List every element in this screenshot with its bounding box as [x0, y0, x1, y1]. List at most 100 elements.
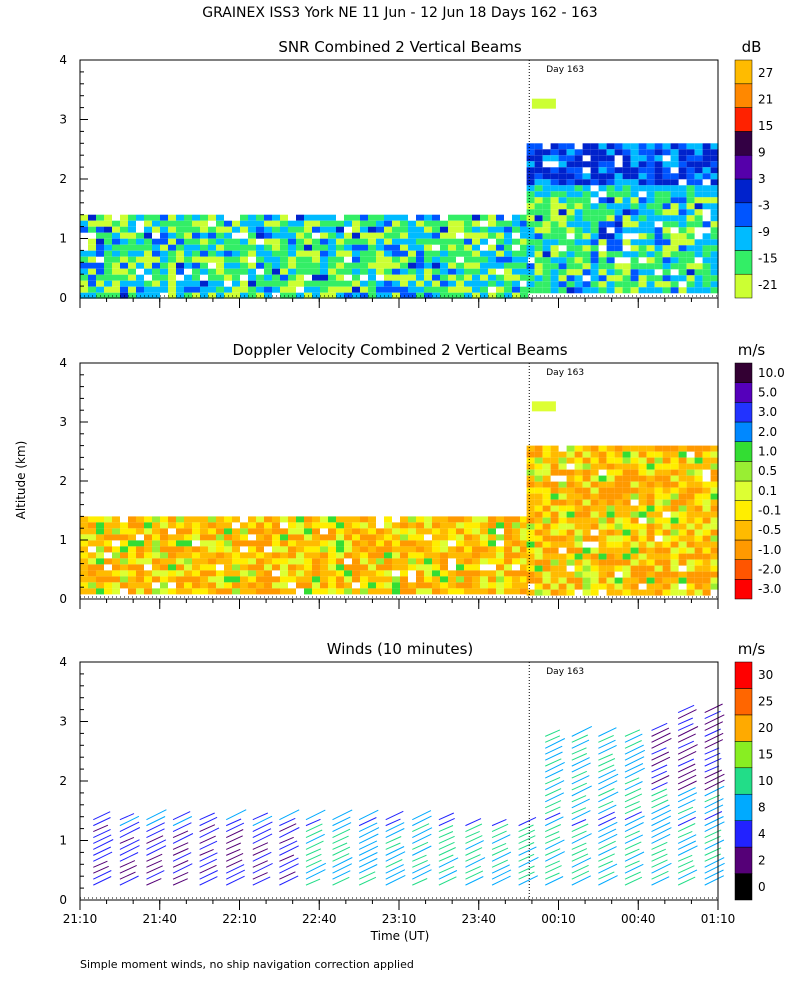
wind-barb — [305, 809, 326, 821]
wind-barb — [465, 830, 480, 838]
wind-barb — [545, 824, 562, 833]
wind-barb — [571, 875, 592, 886]
wind-barb — [518, 816, 537, 827]
wind-barb — [252, 860, 268, 868]
wind-barb — [119, 836, 135, 844]
wind-barb — [677, 792, 698, 803]
wind-barb — [332, 863, 353, 874]
colorbar-swatch — [734, 741, 753, 769]
wind-barb — [305, 859, 322, 868]
wind-barb — [412, 833, 432, 844]
colorbar-tick-label: -0.5 — [758, 523, 781, 537]
wind-barb — [491, 851, 512, 862]
wind-barb — [677, 750, 697, 761]
wind-barb — [146, 809, 167, 821]
wind-barb — [172, 833, 194, 844]
wind-barb — [518, 835, 536, 844]
wind-barb — [704, 811, 723, 821]
wind-barb — [598, 791, 619, 803]
wind-barb — [677, 845, 698, 856]
wind-barb — [332, 822, 352, 833]
wind-barb — [571, 830, 587, 838]
wind-barb — [704, 773, 725, 785]
wind-barb — [385, 842, 401, 850]
wind-barb — [571, 842, 587, 850]
wind-barb — [225, 869, 246, 880]
wind-barb — [544, 792, 565, 803]
colorbar-swatch — [734, 226, 753, 251]
wind-barb — [199, 852, 218, 862]
wind-barb — [199, 858, 218, 868]
wind-barb — [545, 806, 561, 815]
wind-barb — [146, 853, 163, 862]
wind-barb — [651, 827, 672, 838]
wind-barb — [412, 878, 428, 886]
wind-barb — [624, 830, 640, 838]
colorbar-tick-label: 1.0 — [758, 445, 777, 459]
wind-barb — [598, 828, 617, 838]
wind-barb — [598, 800, 614, 809]
wind-barb — [624, 876, 643, 886]
wind-barb — [385, 828, 405, 838]
wind-barb — [545, 860, 561, 868]
wind-barb — [199, 816, 218, 827]
wind-barb — [225, 829, 244, 838]
wind-barb — [412, 810, 432, 821]
y-tick-label: 4 — [59, 655, 67, 669]
wind-barb — [677, 780, 697, 791]
colorbar-tick-label: 30 — [758, 668, 773, 682]
page-title: GRAINEX ISS3 York NE 11 Jun - 12 Jun 18 … — [202, 5, 598, 21]
wind-barb — [651, 809, 672, 821]
wind-barb — [651, 841, 668, 850]
wind-barb — [225, 875, 245, 886]
wind-barb — [598, 846, 617, 856]
wind-barb — [358, 840, 378, 850]
wind-barb — [624, 860, 640, 868]
colorbar-swatch — [734, 688, 753, 716]
wind-barb — [172, 848, 189, 856]
wind-barb — [491, 847, 509, 856]
footnote: Simple moment winds, no ship navigation … — [80, 958, 414, 971]
wind-barb — [624, 811, 643, 821]
wind-barb — [651, 764, 668, 773]
wind-barb — [704, 804, 724, 815]
wind-barb — [571, 739, 590, 749]
colorbar-swatch — [734, 441, 753, 462]
colorbar-swatch — [734, 178, 753, 204]
colorbar-swatch — [734, 846, 753, 874]
wind-barb — [358, 876, 377, 886]
wind-barb — [571, 864, 589, 874]
wind-barb — [624, 793, 643, 803]
wind-barb — [544, 761, 565, 773]
wind-barb — [518, 853, 535, 862]
colorbar-swatch — [734, 539, 753, 560]
wind-barb — [704, 757, 722, 767]
wind-barb — [438, 857, 459, 868]
wind-barb — [571, 857, 592, 868]
colorbar-swatch — [734, 362, 753, 383]
wind-barb — [438, 876, 457, 886]
wind-barb — [545, 848, 561, 856]
wind-barb — [252, 815, 273, 827]
wind-barb — [651, 782, 668, 791]
wind-barb — [225, 859, 243, 868]
wind-barb — [93, 839, 114, 850]
colorbar-tick-label: 27 — [758, 66, 773, 80]
wind-barb — [598, 753, 613, 761]
wind-barb — [624, 767, 645, 779]
wind-barb — [252, 872, 268, 880]
colorbar-tick-label: 4 — [758, 827, 766, 841]
wind-barb — [93, 870, 112, 880]
wind-barb — [677, 723, 694, 731]
wind-barb — [624, 777, 640, 785]
wind-barb — [93, 824, 109, 833]
wind-barb — [624, 781, 643, 791]
wind-barb — [545, 788, 562, 797]
colorbar-swatch — [734, 402, 753, 423]
wind-barb — [305, 862, 327, 874]
wind-barb — [651, 799, 669, 809]
wind-barb — [93, 811, 111, 821]
wind-barb — [438, 817, 455, 827]
wind-barb — [598, 840, 616, 850]
wind-barb — [332, 853, 350, 862]
